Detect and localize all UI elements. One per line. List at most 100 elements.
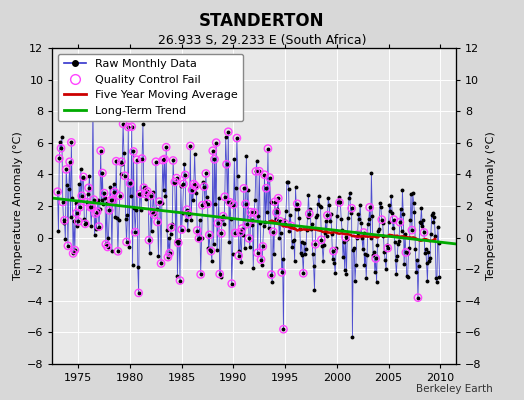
Point xyxy=(147,192,155,199)
Point xyxy=(72,210,81,216)
Point xyxy=(196,271,205,278)
Point xyxy=(390,216,398,223)
Point xyxy=(243,221,252,227)
Point xyxy=(76,204,84,210)
Point xyxy=(119,121,127,127)
Point xyxy=(260,172,269,178)
Point xyxy=(178,226,186,233)
Point xyxy=(108,197,117,204)
Text: Berkeley Earth: Berkeley Earth xyxy=(416,384,493,394)
Point xyxy=(270,199,279,205)
Point xyxy=(141,191,150,197)
Point xyxy=(212,140,221,146)
Point xyxy=(305,210,313,217)
Point xyxy=(257,256,265,263)
Point xyxy=(183,206,191,213)
Point xyxy=(188,187,196,193)
Point xyxy=(279,326,288,332)
Point xyxy=(267,272,276,278)
Point xyxy=(233,135,241,141)
Point xyxy=(266,174,274,181)
Point xyxy=(217,230,225,236)
Point xyxy=(402,249,410,256)
Point xyxy=(242,201,250,207)
Point xyxy=(150,211,158,218)
Point xyxy=(121,172,129,179)
Point xyxy=(124,124,133,130)
Point xyxy=(408,227,416,233)
Point xyxy=(81,221,90,227)
Point xyxy=(67,139,75,146)
Point xyxy=(210,156,219,162)
Point xyxy=(110,189,118,195)
Point xyxy=(317,237,325,243)
Point xyxy=(231,230,239,236)
Point xyxy=(193,227,201,234)
Point xyxy=(226,199,234,206)
Point xyxy=(365,204,374,210)
Point xyxy=(341,234,350,240)
Point xyxy=(143,188,151,194)
Point xyxy=(311,241,320,248)
Point xyxy=(171,179,179,185)
Point xyxy=(96,148,105,154)
Point xyxy=(236,229,245,236)
Point xyxy=(239,185,248,192)
Point xyxy=(69,250,77,257)
Point xyxy=(281,220,289,227)
Point xyxy=(112,158,121,164)
Point xyxy=(250,209,258,216)
Point xyxy=(105,207,114,214)
Point xyxy=(186,143,194,149)
Point xyxy=(202,170,210,177)
Point xyxy=(215,271,224,277)
Point xyxy=(95,223,103,230)
Point xyxy=(248,216,257,223)
Point xyxy=(176,277,184,284)
Point xyxy=(133,156,141,163)
Point xyxy=(62,166,70,173)
Point xyxy=(159,157,167,163)
Point xyxy=(135,290,143,296)
Point xyxy=(162,144,170,150)
Point xyxy=(117,158,126,165)
Point xyxy=(98,170,106,176)
Point xyxy=(88,204,96,210)
Point xyxy=(299,270,308,276)
Point xyxy=(287,223,296,229)
Point xyxy=(126,180,134,186)
Point xyxy=(57,145,65,152)
Point xyxy=(167,224,176,231)
Point xyxy=(174,240,182,246)
Point xyxy=(396,219,404,225)
Point xyxy=(272,209,281,216)
Point xyxy=(115,192,124,199)
Point xyxy=(138,156,146,162)
Point xyxy=(219,213,227,220)
Point xyxy=(139,184,148,191)
Point xyxy=(414,294,422,301)
Point xyxy=(90,196,98,203)
Point xyxy=(254,250,262,256)
Point xyxy=(151,158,160,165)
Point xyxy=(264,146,272,152)
Y-axis label: Temperature Anomaly (°C): Temperature Anomaly (°C) xyxy=(13,132,23,280)
Point xyxy=(335,199,344,206)
Point xyxy=(129,148,138,155)
Point xyxy=(205,232,213,238)
Point xyxy=(103,244,112,250)
Text: 26.933 S, 29.233 E (South Africa): 26.933 S, 29.233 E (South Africa) xyxy=(158,34,366,47)
Point xyxy=(359,229,368,236)
Point xyxy=(198,202,206,208)
Point xyxy=(353,232,362,238)
Point xyxy=(234,252,243,259)
Point xyxy=(160,156,169,162)
Point xyxy=(172,175,181,181)
Y-axis label: Temperature Anomaly (°C): Temperature Anomaly (°C) xyxy=(486,132,496,280)
Point xyxy=(64,243,72,249)
Point xyxy=(131,229,139,235)
Point xyxy=(169,157,177,164)
Point xyxy=(230,201,238,208)
Point xyxy=(329,248,337,254)
Point xyxy=(209,148,217,154)
